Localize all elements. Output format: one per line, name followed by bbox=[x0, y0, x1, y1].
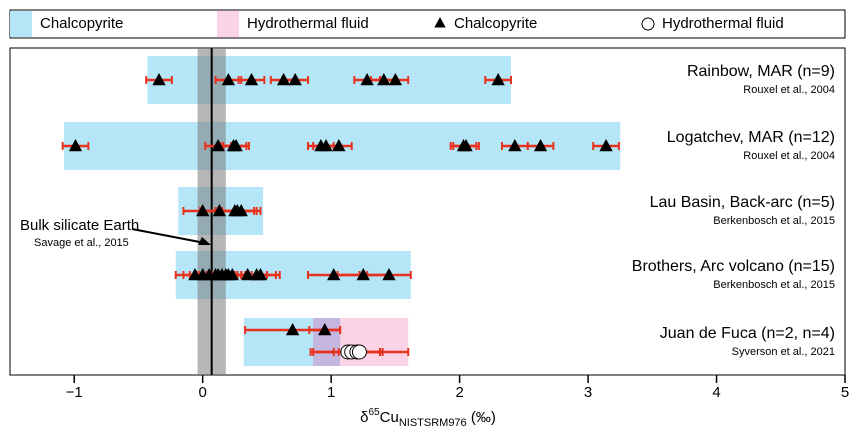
x-label-sup: 65 bbox=[369, 407, 381, 418]
chalcopyrite-point bbox=[229, 139, 243, 152]
x-tick-label: 0 bbox=[199, 384, 207, 401]
chalcopyrite-point bbox=[508, 139, 522, 152]
bse-arrow bbox=[131, 228, 206, 244]
legend-swatch bbox=[10, 11, 32, 37]
chalcopyrite-point bbox=[241, 268, 255, 281]
legend-label: Chalcopyrite bbox=[454, 15, 537, 32]
x-label-main: Cu bbox=[380, 409, 399, 426]
x-tick-label: 5 bbox=[841, 384, 849, 401]
legend-swatch bbox=[217, 11, 239, 37]
group-label: Brothers, Arc volcano (n=15) bbox=[632, 258, 835, 275]
bse-reference: Savage et al., 2015 bbox=[34, 237, 129, 249]
chalcopyrite-point bbox=[382, 268, 396, 281]
x-tick-label: 3 bbox=[584, 384, 592, 401]
group-label: Lau Basin, Back-arc (n=5) bbox=[650, 194, 835, 211]
legend-label: Chalcopyrite bbox=[40, 15, 123, 32]
chalcopyrite-point bbox=[276, 73, 291, 86]
chalcopyrite-point bbox=[356, 268, 370, 281]
chalcopyrite-point bbox=[253, 268, 268, 281]
fluid-point bbox=[351, 344, 367, 360]
x-axis-label: δ65CuNISTSRM976 (‰) bbox=[360, 407, 496, 429]
bse-label: Bulk silicate Earth bbox=[20, 217, 139, 234]
group-reference: Syverson et al., 2021 bbox=[732, 346, 835, 358]
plot-frame bbox=[9, 47, 846, 376]
x-label-suffix: (‰) bbox=[467, 409, 496, 426]
legend-label: Hydrothermal fluid bbox=[662, 15, 784, 32]
chalcopyrite-point bbox=[388, 73, 403, 86]
x-label-sub: NISTSRM976 bbox=[399, 417, 467, 429]
chalcopyrite-point bbox=[221, 73, 236, 86]
chalcopyrite-point bbox=[377, 73, 391, 86]
bse-arrowhead bbox=[198, 237, 211, 245]
chalcopyrite-point bbox=[196, 204, 210, 217]
chalcopyrite-point bbox=[599, 139, 613, 152]
legend-marker bbox=[434, 17, 446, 28]
group-label: Logatchev, MAR (n=12) bbox=[667, 129, 835, 146]
chalcopyrite-point bbox=[211, 139, 225, 152]
group-label: Juan de Fuca (n=2, n=4) bbox=[660, 325, 835, 342]
chalcopyrite-point bbox=[212, 204, 227, 217]
group-reference: Berkenbosch et al., 2015 bbox=[713, 215, 835, 227]
chalcopyrite-point bbox=[152, 73, 166, 86]
x-tick-label: 1 bbox=[327, 384, 335, 401]
chalcopyrite-point bbox=[288, 73, 302, 86]
chalcopyrite-point bbox=[360, 73, 374, 86]
x-tick-label: 2 bbox=[455, 384, 463, 401]
x-tick-label: −1 bbox=[66, 384, 83, 401]
legend-label: Hydrothermal fluid bbox=[247, 15, 369, 32]
range-overlap bbox=[313, 318, 341, 366]
group-label: Rainbow, MAR (n=9) bbox=[687, 63, 835, 80]
chalcopyrite-point bbox=[318, 323, 332, 336]
chalcopyrite-point bbox=[332, 139, 346, 152]
chalcopyrite-point bbox=[327, 268, 341, 281]
group-reference: Rouxel et al., 2004 bbox=[743, 84, 835, 96]
group-reference: Rouxel et al., 2004 bbox=[743, 150, 835, 162]
chalcopyrite-point bbox=[234, 204, 248, 217]
x-tick-label: 4 bbox=[712, 384, 720, 401]
group-reference: Berkenbosch et al., 2015 bbox=[713, 279, 835, 291]
legend-marker bbox=[641, 17, 655, 31]
chalcopyrite-point bbox=[244, 73, 259, 86]
chalcopyrite-point bbox=[225, 268, 239, 281]
chalcopyrite-point bbox=[459, 139, 473, 152]
chalcopyrite-point bbox=[285, 323, 300, 336]
chalcopyrite-point bbox=[319, 139, 333, 152]
chalcopyrite-point bbox=[491, 73, 505, 86]
chalcopyrite-point bbox=[533, 139, 548, 152]
x-label-prefix: δ bbox=[360, 409, 368, 426]
chalcopyrite-point bbox=[68, 139, 83, 152]
